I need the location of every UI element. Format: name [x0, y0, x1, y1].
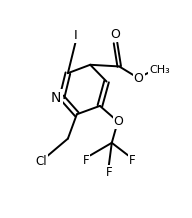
Text: F: F: [129, 154, 136, 167]
Text: F: F: [105, 166, 112, 179]
Text: CH₃: CH₃: [149, 65, 170, 75]
Text: O: O: [111, 28, 120, 41]
Text: N: N: [51, 90, 61, 104]
Text: I: I: [74, 29, 77, 42]
Text: F: F: [82, 154, 89, 167]
Text: O: O: [134, 72, 143, 85]
Text: Cl: Cl: [36, 155, 47, 168]
Text: O: O: [113, 114, 123, 128]
